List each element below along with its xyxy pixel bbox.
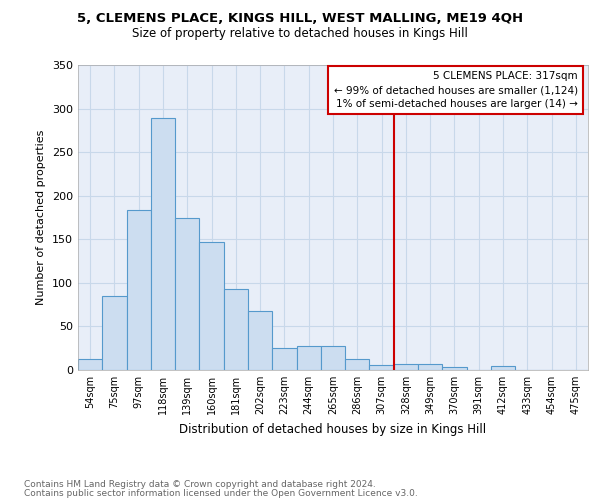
Bar [442,368,467,370]
Bar [272,348,296,370]
X-axis label: Distribution of detached houses by size in Kings Hill: Distribution of detached houses by size … [179,422,487,436]
Bar [78,358,102,370]
Text: 5 CLEMENS PLACE: 317sqm
← 99% of detached houses are smaller (1,124)
1% of semi-: 5 CLEMENS PLACE: 317sqm ← 99% of detache… [334,71,578,109]
Y-axis label: Number of detached properties: Number of detached properties [37,130,46,305]
Bar [394,364,418,370]
Bar [224,289,248,370]
Bar [199,242,224,370]
Bar [370,365,394,370]
Text: Size of property relative to detached houses in Kings Hill: Size of property relative to detached ho… [132,28,468,40]
Bar [345,358,370,370]
Text: 5, CLEMENS PLACE, KINGS HILL, WEST MALLING, ME19 4QH: 5, CLEMENS PLACE, KINGS HILL, WEST MALLI… [77,12,523,26]
Bar [127,210,151,370]
Text: Contains HM Land Registry data © Crown copyright and database right 2024.: Contains HM Land Registry data © Crown c… [24,480,376,489]
Bar [151,118,175,370]
Bar [102,296,127,370]
Bar [491,366,515,370]
Text: Contains public sector information licensed under the Open Government Licence v3: Contains public sector information licen… [24,489,418,498]
Bar [321,346,345,370]
Bar [296,346,321,370]
Bar [175,218,199,370]
Bar [418,364,442,370]
Bar [248,310,272,370]
